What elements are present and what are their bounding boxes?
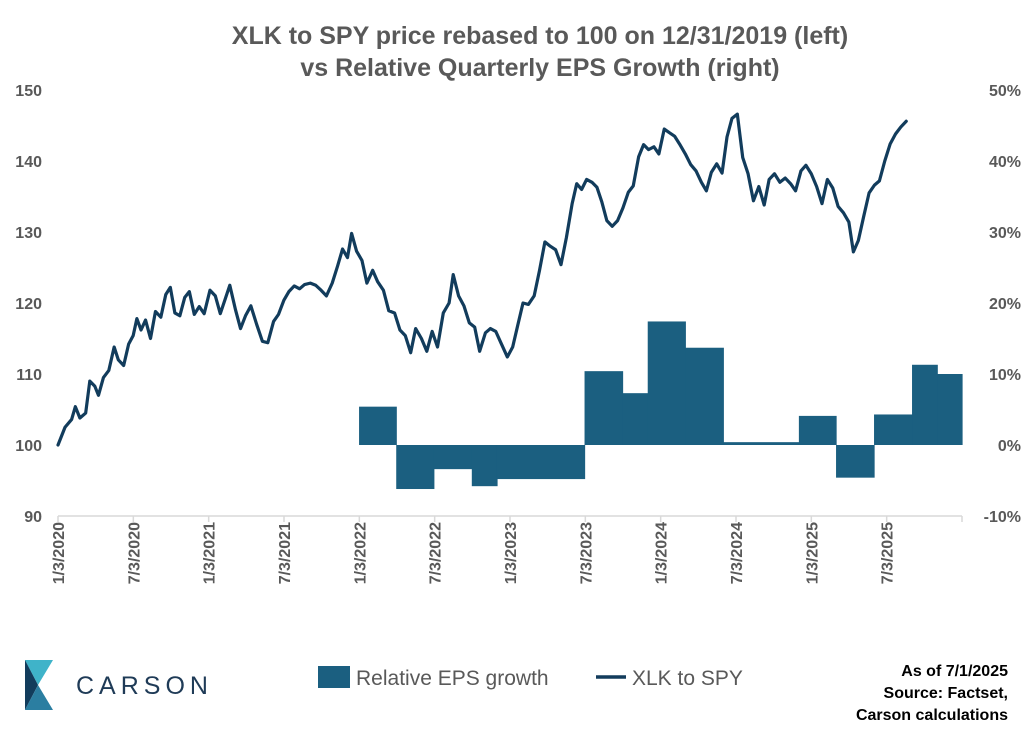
logo: CARSON [25,660,213,710]
y-left-tick-label: 90 [24,509,42,526]
eps-step [937,374,963,445]
eps-area-layer [359,321,963,490]
legend-label-line: XLK to SPY [632,667,743,690]
y-right-tick-label: 50% [989,83,1021,100]
y-axis-right: -10% 0% 10% 20% 30% 40% 50% [984,83,1021,526]
x-tick-label: 7/3/2024 [729,522,746,584]
y-left-tick-label: 100 [15,438,42,455]
plot-area [56,112,963,517]
eps-step [647,321,686,445]
eps-step [622,393,649,445]
eps-step [798,415,837,445]
x-tick-label: 1/3/2022 [352,522,369,584]
logo-mark-top [25,660,53,685]
y-right-tick-label: -10% [984,509,1021,526]
eps-step [396,445,435,490]
legend: Relative EPS growth XLK to SPY [318,666,743,690]
eps-step [723,442,800,445]
footnote-date: As of 7/1/2025 [901,663,1008,680]
eps-step [912,364,938,445]
y-left-tick-label: 140 [15,154,42,171]
eps-step [359,406,397,445]
x-tick-label: 1/3/2024 [654,522,671,584]
eps-step [836,445,875,478]
x-tick-label: 7/3/2021 [277,522,294,584]
x-tick-label: 1/3/2025 [804,522,821,584]
x-tick-label: 7/3/2022 [428,522,445,584]
x-tick-label: 7/3/2023 [578,522,595,584]
y-right-tick-label: 10% [989,367,1021,384]
x-tick-label: 7/3/2025 [880,522,897,584]
eps-step [496,445,586,480]
y-left-tick-label: 130 [15,225,42,242]
legend-label-eps: Relative EPS growth [356,667,549,690]
y-right-tick-label: 0% [998,438,1021,455]
y-left-tick-label: 120 [15,296,42,313]
eps-step [685,347,724,445]
eps-step [433,445,473,470]
x-tick-label: 7/3/2020 [126,522,143,584]
y-right-tick-label: 30% [989,225,1021,242]
y-axis-left: 90 100 110 120 130 140 150 [15,83,42,526]
eps-step [584,371,624,445]
y-right-tick-label: 40% [989,154,1021,171]
logo-mark-bottom [25,685,53,710]
x-axis: 1/3/2020 7/3/2020 1/3/2021 7/3/2021 1/3/2022… [51,516,963,584]
x-tick-label: 1/3/2021 [202,522,219,584]
eps-step [874,414,913,445]
xlk-spy-line [56,112,908,447]
chart-title-line-1: XLK to SPY price rebased to 100 on 12/31… [232,22,848,50]
y-right-tick-label: 20% [989,296,1021,313]
y-left-tick-label: 150 [15,83,42,100]
x-tick-label: 1/3/2023 [503,522,520,584]
footnote-source: Source: Factset, [884,685,1008,702]
eps-step [471,445,498,487]
logo-mark-left [25,660,38,710]
price-line-layer [56,112,908,447]
y-left-tick-label: 110 [16,367,42,384]
legend-swatch-eps [318,666,350,688]
footnote-calc: Carson calculations [856,707,1008,724]
footnote: As of 7/1/2025 Source: Factset, Carson c… [856,663,1008,724]
logo-text: CARSON [76,672,213,700]
x-tick-label: 1/3/2020 [51,522,68,584]
chart-title-line-2: vs Relative Quarterly EPS Growth (right) [300,54,779,82]
